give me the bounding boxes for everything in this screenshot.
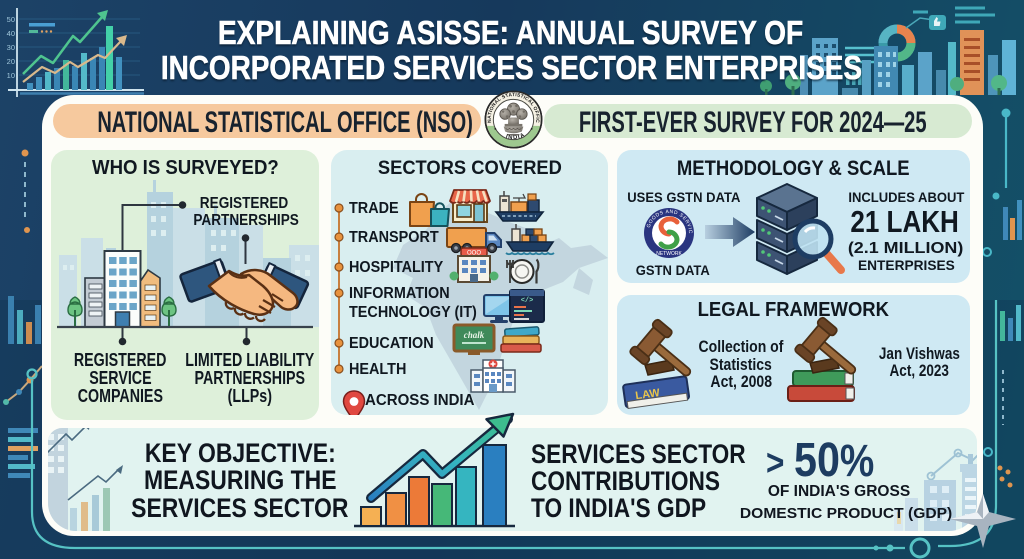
svg-text:</>: </> [521,297,534,305]
svg-text:OOO: OOO [467,251,481,257]
svg-text:30: 30 [7,43,15,52]
svg-text:10: 10 [7,71,15,80]
svg-text:40: 40 [7,29,15,38]
svg-text:NETWORK: NETWORK [656,251,682,257]
svg-text:LAW: LAW [635,387,661,402]
svg-text:chalk: chalk [464,330,485,340]
svg-text:INDIA: INDIA [505,132,527,141]
svg-text:50: 50 [7,15,15,24]
svg-text:20: 20 [7,57,15,66]
